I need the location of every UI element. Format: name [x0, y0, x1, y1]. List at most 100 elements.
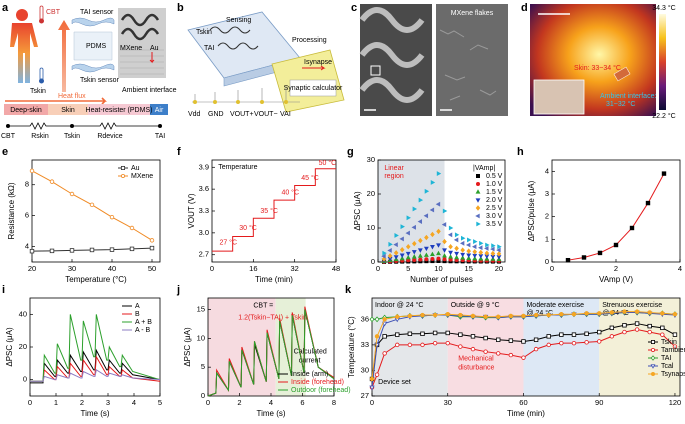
legend-label: Tskin	[661, 339, 677, 346]
marker	[417, 219, 423, 224]
marker	[496, 314, 501, 319]
node	[70, 124, 74, 128]
legend-label: 2.0 V	[486, 197, 503, 204]
marker	[650, 364, 656, 369]
y-axis-label: ΔPSC (μA)	[183, 327, 192, 367]
marker	[430, 231, 435, 238]
marker	[581, 255, 587, 260]
layer-bar	[88, 104, 150, 115]
marker	[475, 181, 480, 186]
marker	[622, 323, 627, 328]
marker	[672, 344, 678, 349]
label: MXene	[120, 45, 142, 52]
annotation: 50 °C	[319, 159, 337, 167]
marker	[129, 246, 135, 252]
region-label: Indoor @ 24 °C	[375, 301, 423, 309]
marker	[399, 236, 404, 242]
marker	[436, 243, 441, 248]
pdms-layer	[73, 31, 113, 61]
pin	[260, 100, 264, 104]
region	[275, 298, 306, 396]
annotation: 27 °C	[219, 238, 237, 246]
plot-frame	[371, 297, 681, 397]
label: GND	[208, 111, 224, 118]
marker	[460, 252, 466, 258]
marker	[442, 248, 447, 253]
marker	[395, 342, 400, 348]
thermometer	[39, 18, 44, 24]
marker	[405, 251, 411, 257]
marker	[454, 245, 459, 252]
y-tick-label: 10	[197, 333, 205, 342]
legend-label: MXene	[131, 173, 153, 180]
sem-image	[436, 4, 508, 116]
y-tick-label: 0	[201, 391, 205, 400]
annotation: Linear	[384, 165, 404, 172]
panel-label: b	[177, 2, 184, 14]
marker	[466, 248, 471, 254]
chart-line: j 0 2 4 6 8 0 5 10 15 Time (s) ΔPSC (μA) CBT = 1.2(Ts…	[176, 284, 351, 418]
marker	[622, 309, 627, 314]
label: Tskin	[64, 133, 80, 140]
plot-frame	[31, 159, 161, 263]
marker	[645, 200, 651, 206]
marker	[374, 316, 380, 323]
sensor-layer	[71, 63, 115, 73]
series-line	[371, 311, 675, 388]
marker	[381, 321, 388, 327]
marker	[369, 385, 375, 391]
marker	[29, 168, 35, 174]
legend-label: Tcal	[661, 363, 674, 370]
marker	[453, 237, 459, 243]
marker	[442, 257, 447, 262]
marker	[393, 255, 399, 260]
marker	[420, 331, 425, 336]
label: Processing	[292, 37, 327, 44]
x-tick-label: 0	[370, 398, 374, 407]
zoom-box	[370, 65, 381, 76]
marker	[497, 244, 502, 250]
marker	[651, 371, 656, 376]
label: MXene flakes	[451, 10, 494, 17]
label: VOUT−	[254, 111, 278, 118]
marker	[400, 224, 405, 230]
marker	[382, 250, 387, 256]
marker	[418, 257, 423, 262]
marker	[597, 250, 603, 256]
annotation: Temperature	[218, 164, 257, 171]
legend-label: 3.5 V	[486, 221, 503, 228]
panel-label: i	[2, 284, 5, 296]
marker	[369, 376, 375, 382]
chart-line: i 0 1 2 3 4 5 0 20 40 Time (s) ΔPSC (μA) ABA + BA - …	[2, 284, 162, 418]
photo	[118, 8, 166, 78]
x-tick-label: 5	[158, 398, 162, 407]
y-tick-label: 2	[545, 212, 549, 221]
marker	[472, 244, 477, 250]
marker	[475, 198, 481, 203]
marker	[69, 248, 75, 253]
legend-label: Outdoor (forehead)	[291, 387, 351, 394]
marker	[467, 237, 472, 243]
annotation: 45 °C	[301, 174, 319, 182]
marker	[418, 237, 423, 244]
y-tick-label: 3.6	[199, 184, 209, 193]
circuit	[8, 122, 160, 130]
marker	[475, 205, 481, 211]
marker	[559, 311, 564, 317]
legend-label: Inside (forehead)	[291, 379, 344, 386]
panel-label: h	[517, 146, 524, 158]
annotation: 1.2(Tskin−TAI) + Tskin	[238, 314, 307, 321]
label: TAI	[155, 133, 165, 140]
marker	[647, 329, 652, 335]
marker	[89, 247, 95, 253]
panel-label: e	[2, 146, 8, 158]
legend-label: 1.5 V	[486, 189, 503, 196]
marker	[395, 314, 400, 319]
marker	[470, 313, 476, 319]
legend-label: Tsynapse	[661, 371, 685, 378]
marker	[597, 339, 602, 344]
x-axis-label: Time (s)	[80, 409, 109, 418]
label: VOUT+	[230, 111, 254, 118]
x-axis-label: Number of pulses	[410, 275, 473, 284]
y-tick-label: 5	[201, 362, 205, 371]
